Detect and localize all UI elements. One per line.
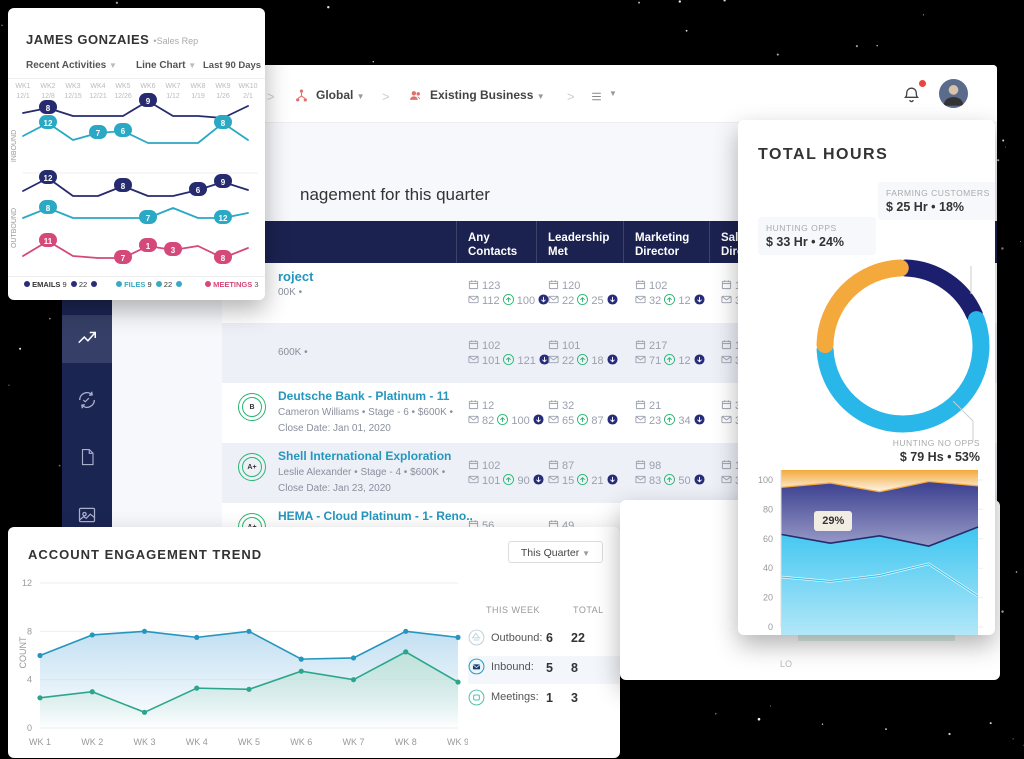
svg-text:7: 7 — [121, 254, 126, 263]
svg-text:WK5: WK5 — [115, 83, 130, 90]
svg-text:COUNT: COUNT — [18, 636, 28, 668]
svg-text:WK2: WK2 — [40, 83, 55, 90]
svg-text:12/26: 12/26 — [114, 93, 132, 100]
svg-text:6: 6 — [121, 127, 126, 136]
svg-text:12: 12 — [44, 119, 53, 128]
svg-text:12/21: 12/21 — [89, 93, 107, 100]
svg-text:9: 9 — [146, 97, 151, 106]
svg-text:WK 4: WK 4 — [186, 737, 208, 747]
svg-text:WK 2: WK 2 — [81, 737, 103, 747]
svg-text:WK 8: WK 8 — [395, 737, 417, 747]
svg-text:12/1: 12/1 — [16, 93, 30, 100]
svg-text:12/15: 12/15 — [64, 93, 82, 100]
svg-text:20: 20 — [763, 593, 773, 603]
svg-text:WK 9: WK 9 — [447, 737, 468, 747]
svg-text:80: 80 — [763, 504, 773, 514]
svg-text:1/19: 1/19 — [191, 93, 205, 100]
svg-text:1/12: 1/12 — [166, 93, 180, 100]
svg-text:WK 5: WK 5 — [238, 737, 260, 747]
svg-text:3: 3 — [171, 246, 176, 255]
svg-text:LO: LO — [780, 659, 792, 669]
svg-text:WK4: WK4 — [90, 83, 105, 90]
svg-text:WK 6: WK 6 — [290, 737, 312, 747]
svg-text:12/8: 12/8 — [41, 93, 55, 100]
svg-text:2/1: 2/1 — [243, 93, 253, 100]
svg-text:8: 8 — [221, 254, 226, 263]
svg-text:0: 0 — [768, 622, 773, 632]
svg-text:8: 8 — [46, 104, 51, 113]
svg-text:0: 0 — [27, 723, 32, 733]
svg-text:7: 7 — [146, 214, 151, 223]
svg-text:4: 4 — [27, 675, 32, 685]
svg-text:WK9: WK9 — [215, 83, 230, 90]
svg-text:12: 12 — [44, 174, 53, 183]
svg-text:9: 9 — [221, 178, 226, 187]
svg-text:WK 3: WK 3 — [133, 737, 155, 747]
svg-text:8: 8 — [221, 119, 226, 128]
svg-text:8: 8 — [27, 626, 32, 636]
svg-text:OUTBOUND: OUTBOUND — [11, 208, 18, 248]
svg-text:40: 40 — [763, 563, 773, 573]
svg-text:60: 60 — [763, 534, 773, 544]
svg-text:WK7: WK7 — [165, 83, 180, 90]
svg-text:WK10: WK10 — [238, 83, 257, 90]
svg-text:7: 7 — [96, 129, 101, 138]
svg-text:1: 1 — [146, 242, 151, 251]
svg-text:WK6: WK6 — [140, 83, 155, 90]
svg-text:1/26: 1/26 — [216, 93, 230, 100]
svg-text:WK8: WK8 — [190, 83, 205, 90]
svg-text:8: 8 — [46, 204, 51, 213]
svg-text:WK3: WK3 — [65, 83, 80, 90]
svg-text:8: 8 — [121, 182, 126, 191]
svg-text:11: 11 — [44, 237, 53, 246]
svg-text:WK 7: WK 7 — [342, 737, 364, 747]
svg-text:WK 1: WK 1 — [29, 737, 51, 747]
svg-text:6: 6 — [196, 186, 201, 195]
svg-text:12: 12 — [219, 214, 228, 223]
svg-text:INBOUND: INBOUND — [11, 130, 18, 162]
svg-text:12: 12 — [22, 578, 32, 588]
svg-text:WK1: WK1 — [15, 83, 30, 90]
svg-text:100: 100 — [758, 475, 773, 485]
